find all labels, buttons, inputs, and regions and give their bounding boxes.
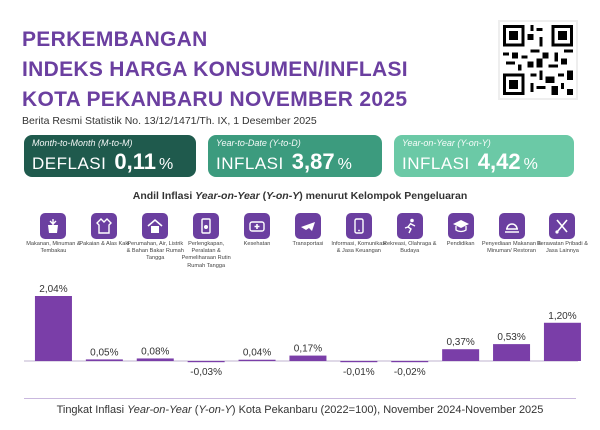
data-label: 0,53% xyxy=(497,332,525,343)
personal-care-icon xyxy=(549,213,576,239)
title-line-2: INDEKS HARGA KONSUMEN/INFLASI xyxy=(22,58,408,81)
card-unit: % xyxy=(337,156,352,173)
card-value: 0,11 xyxy=(114,149,156,174)
data-label: 0,05% xyxy=(90,347,118,358)
bar xyxy=(543,322,581,361)
airplane-icon xyxy=(294,213,321,239)
category-label: Transportasi xyxy=(292,241,324,247)
house-icon xyxy=(142,213,169,239)
category-label: Penyediaan Makanan & Minuman/ Restoran xyxy=(481,241,542,255)
card-label: Year-on-Year (Y-on-Y) xyxy=(402,138,491,148)
phone-icon xyxy=(345,213,372,239)
card-value: 4,42 xyxy=(477,149,521,174)
data-label: 2,04% xyxy=(39,284,67,295)
food-icon xyxy=(40,213,67,239)
card-month-to-month: Month-to-Month (M-to-M) DEFLASI 0,11 % xyxy=(24,135,196,177)
category-label: Makanan, Minuman & Tembakau xyxy=(26,241,81,255)
bar xyxy=(391,361,429,363)
data-label: 1,20% xyxy=(548,311,576,322)
bar xyxy=(340,361,378,363)
card-value: 3,87 xyxy=(291,149,335,174)
restaurant-icon xyxy=(498,213,525,239)
data-label: -0,03% xyxy=(190,367,222,378)
card-kind: DEFLASI xyxy=(32,154,107,173)
category-label: Pakaian & Alas Kaki xyxy=(79,241,130,247)
data-label: 0,04% xyxy=(243,348,271,359)
card-label: Month-to-Month (M-to-M) xyxy=(32,138,133,148)
category-label: Rekreasi, Olahraga & Budaya xyxy=(383,241,437,255)
category-label: Perawatan Pribadi & Jasa Lainnya xyxy=(536,241,588,255)
divider xyxy=(24,398,576,399)
card-label: Year-to-Date (Y-to-D) xyxy=(216,138,301,148)
category-label: Perumahan, Air, Listrik & Bahan Bakar Ru… xyxy=(126,241,184,262)
card-unit: % xyxy=(523,156,538,173)
inflation-bar-chart: 2,04% 0,05% 0,08% -0,03% 0,04% 0,17% -0,01% -0,… xyxy=(24,284,581,378)
appliance-icon xyxy=(193,213,220,239)
bar xyxy=(136,358,174,361)
data-label: 0,08% xyxy=(141,346,169,357)
data-label: 0,17% xyxy=(294,344,322,355)
card-year-on-year: Year-on-Year (Y-on-Y) INFLASI 4,42 % xyxy=(394,135,574,177)
subtitle: Berita Resmi Statistik No. 13/12/1471/Th… xyxy=(22,115,317,127)
bar xyxy=(289,355,327,361)
category-label: Perlengkapan, Peralatan & Pemeliharaan R… xyxy=(181,241,231,269)
data-label: -0,02% xyxy=(394,367,426,378)
card-kind: INFLASI xyxy=(402,154,470,173)
category-label: Kesehatan xyxy=(243,241,271,247)
category-label: Pendidikan xyxy=(446,241,475,247)
qr-code-icon[interactable] xyxy=(498,20,578,100)
andil-title: Andil Inflasi Year-on-Year (Y-on-Y) menu… xyxy=(132,190,468,202)
clothing-icon xyxy=(91,213,118,239)
card-year-to-date: Year-to-Date (Y-to-D) INFLASI 3,87 % xyxy=(208,135,382,177)
health-icon xyxy=(244,213,271,239)
bar xyxy=(238,359,276,361)
category-label: Informasi, Komunikasi & Jasa Keuangan xyxy=(331,241,387,255)
bar xyxy=(187,361,225,363)
card-kind: INFLASI xyxy=(216,154,284,173)
footer-caption: Tingkat Inflasi Year-on-Year (Y-on-Y) Ko… xyxy=(56,404,544,416)
card-unit: % xyxy=(158,156,174,173)
title-line-1: PERKEMBANGAN xyxy=(22,28,208,51)
graduation-icon xyxy=(447,213,474,239)
title-line-3: KOTA PEKANBARU NOVEMBER 2025 xyxy=(22,88,408,111)
bar xyxy=(493,344,531,361)
sport-icon xyxy=(396,213,423,239)
bar xyxy=(34,296,72,361)
data-label: -0,01% xyxy=(343,367,375,378)
bar xyxy=(442,349,480,361)
bar xyxy=(85,359,123,361)
data-label: 0,37% xyxy=(446,337,474,348)
